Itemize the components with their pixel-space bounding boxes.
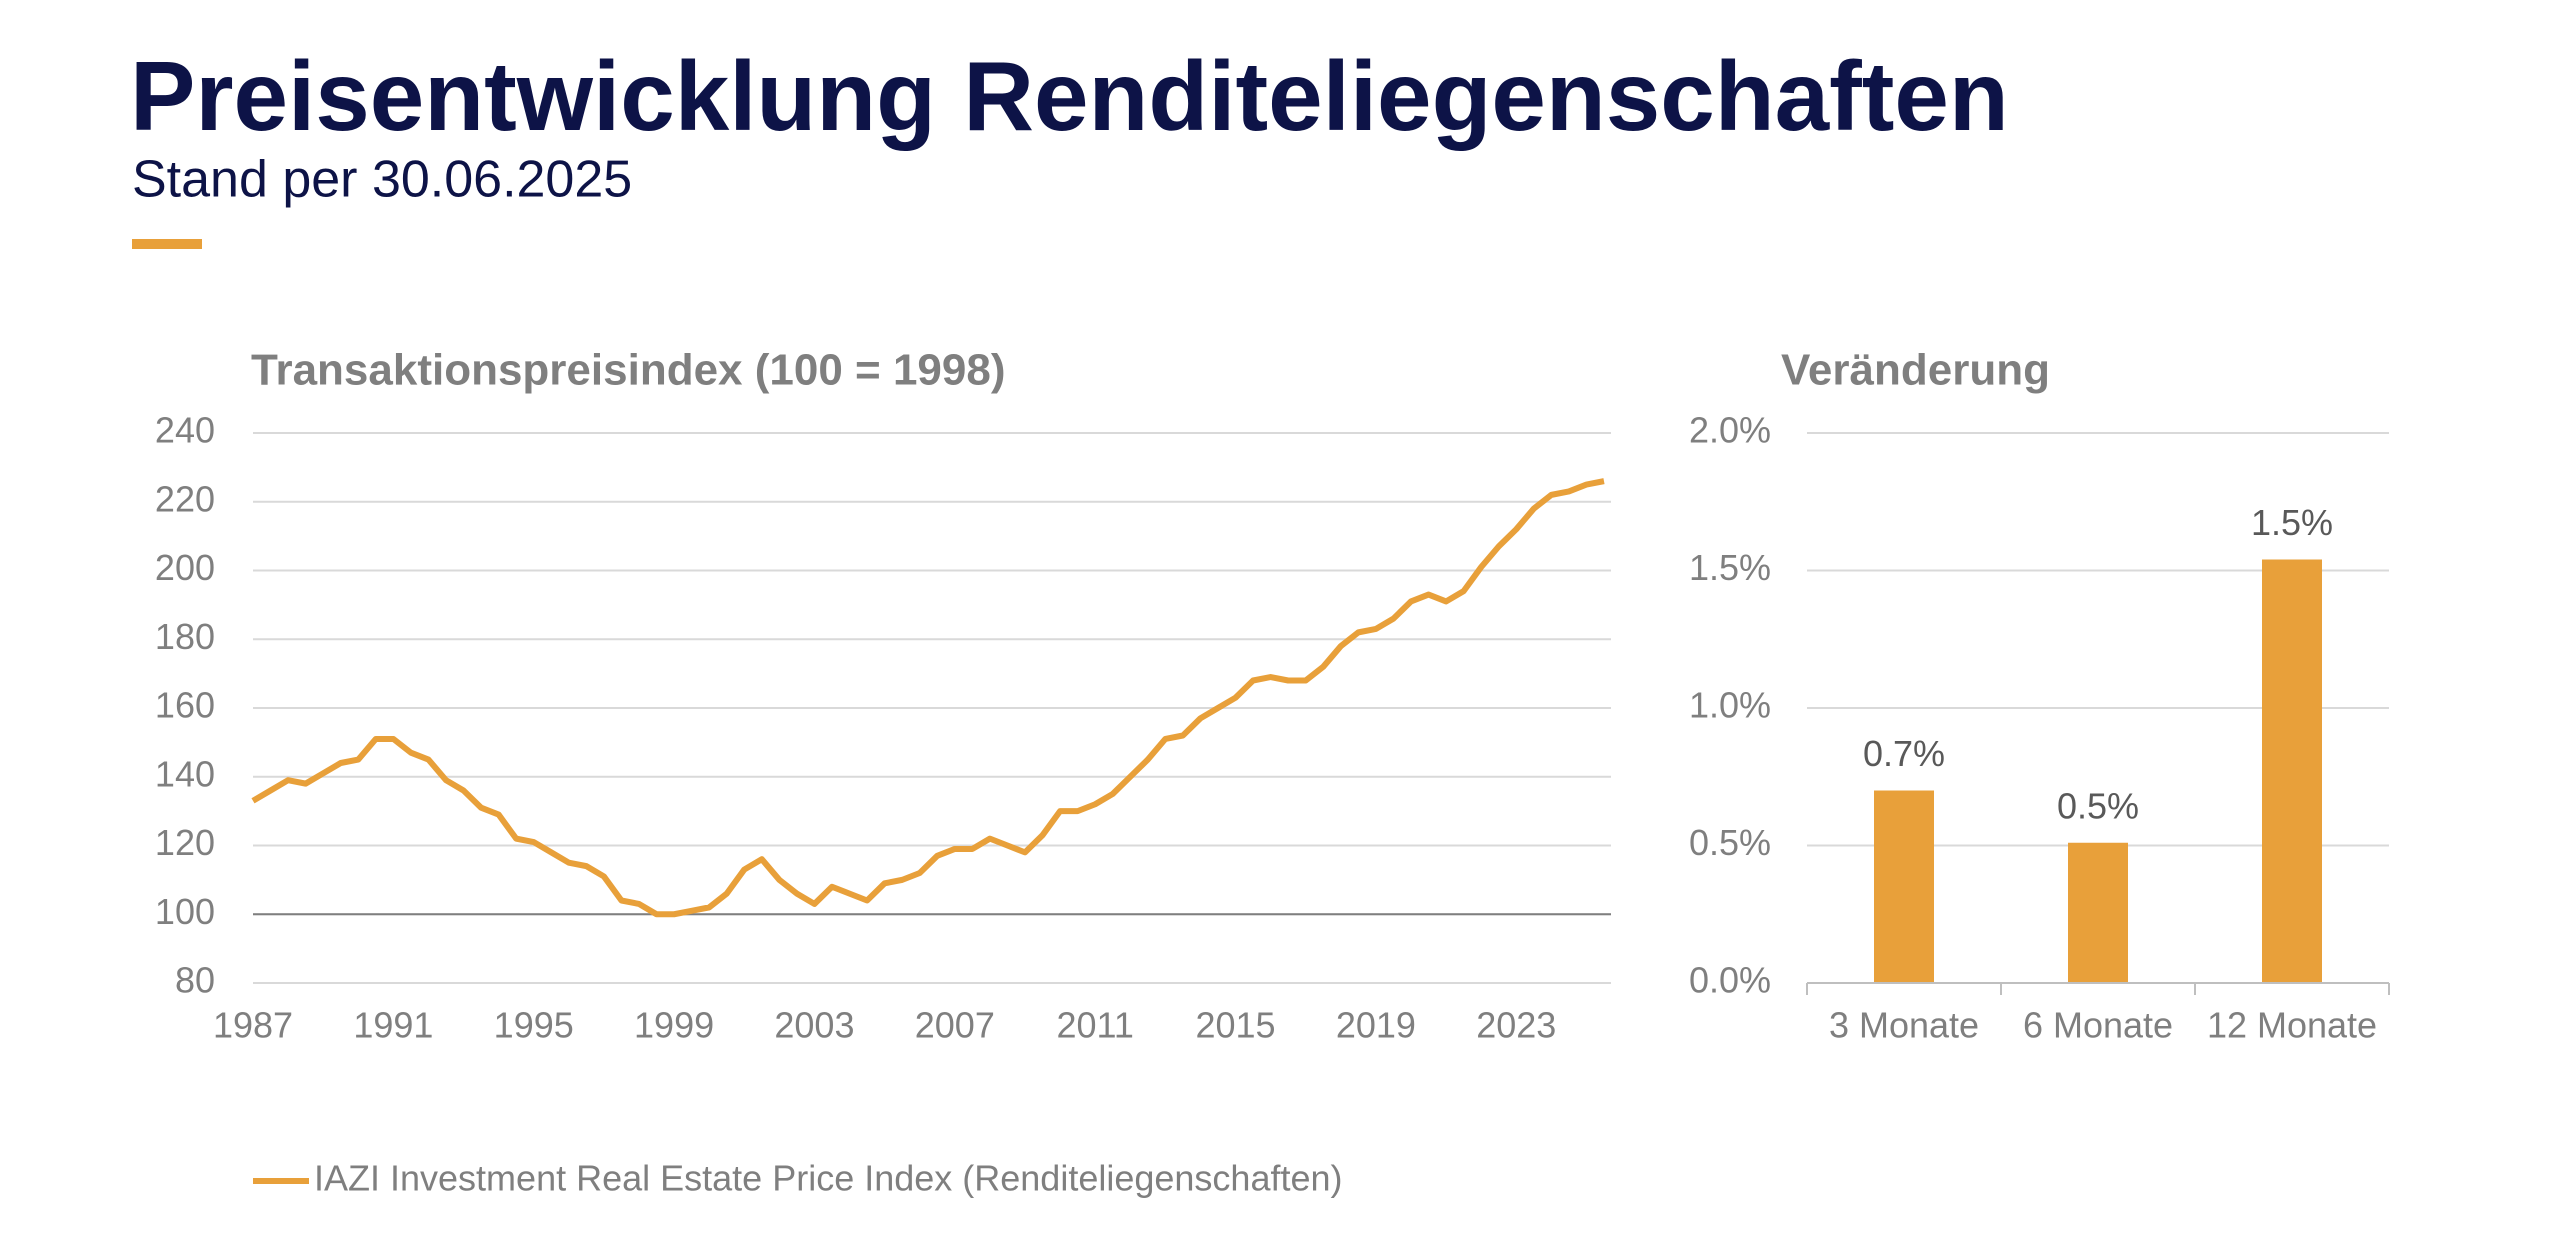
accent-bar (132, 239, 202, 249)
y-tick-label: 80 (175, 960, 215, 1001)
bar (2262, 559, 2322, 983)
y-tick-label: 180 (155, 616, 215, 657)
y-tick-label: 0.5% (1689, 822, 1771, 863)
y-tick-label: 200 (155, 547, 215, 588)
x-tick-label: 2019 (1336, 1005, 1416, 1046)
slide-title: Preisentwicklung Renditeliegenschaften (130, 41, 2009, 151)
x-tick-label: 2007 (915, 1005, 995, 1046)
x-tick-label: 2003 (774, 1005, 854, 1046)
y-tick-label: 220 (155, 478, 215, 519)
x-tick-label: 12 Monate (2207, 1005, 2377, 1046)
y-tick-label: 160 (155, 685, 215, 726)
chart-title: Transaktionspreisindex (100 = 1998) (251, 346, 1006, 395)
bar (2068, 842, 2128, 983)
legend-label: IAZI Investment Real Estate Price Index … (314, 1158, 1343, 1199)
value-label: 0.7% (1863, 733, 1945, 774)
x-tick-label: 1991 (353, 1005, 433, 1046)
value-label: 1.5% (2251, 502, 2333, 543)
x-tick-label: 3 Monate (1829, 1005, 1979, 1046)
bar (1874, 790, 1934, 983)
x-tick-label: 2011 (1056, 1005, 1133, 1046)
y-tick-label: 1.5% (1689, 547, 1771, 588)
y-tick-label: 0.0% (1689, 960, 1771, 1001)
value-label: 0.5% (2057, 785, 2139, 826)
y-tick-label: 100 (155, 891, 215, 932)
x-tick-label: 1995 (494, 1005, 574, 1046)
x-tick-label: 6 Monate (2023, 1005, 2173, 1046)
x-tick-label: 2015 (1195, 1005, 1275, 1046)
y-tick-label: 120 (155, 822, 215, 863)
slide-subtitle: Stand per 30.06.2025 (132, 151, 632, 209)
data-line (251, 478, 1605, 918)
y-tick-label: 2.0% (1689, 410, 1771, 451)
y-tick-label: 140 (155, 753, 215, 794)
x-tick-label: 2023 (1476, 1005, 1556, 1046)
y-tick-label: 1.0% (1689, 685, 1771, 726)
x-tick-label: 1999 (634, 1005, 714, 1046)
y-tick-label: 240 (155, 410, 215, 451)
chart-title: Veränderung (1781, 346, 2050, 395)
x-tick-label: 1987 (213, 1005, 293, 1046)
